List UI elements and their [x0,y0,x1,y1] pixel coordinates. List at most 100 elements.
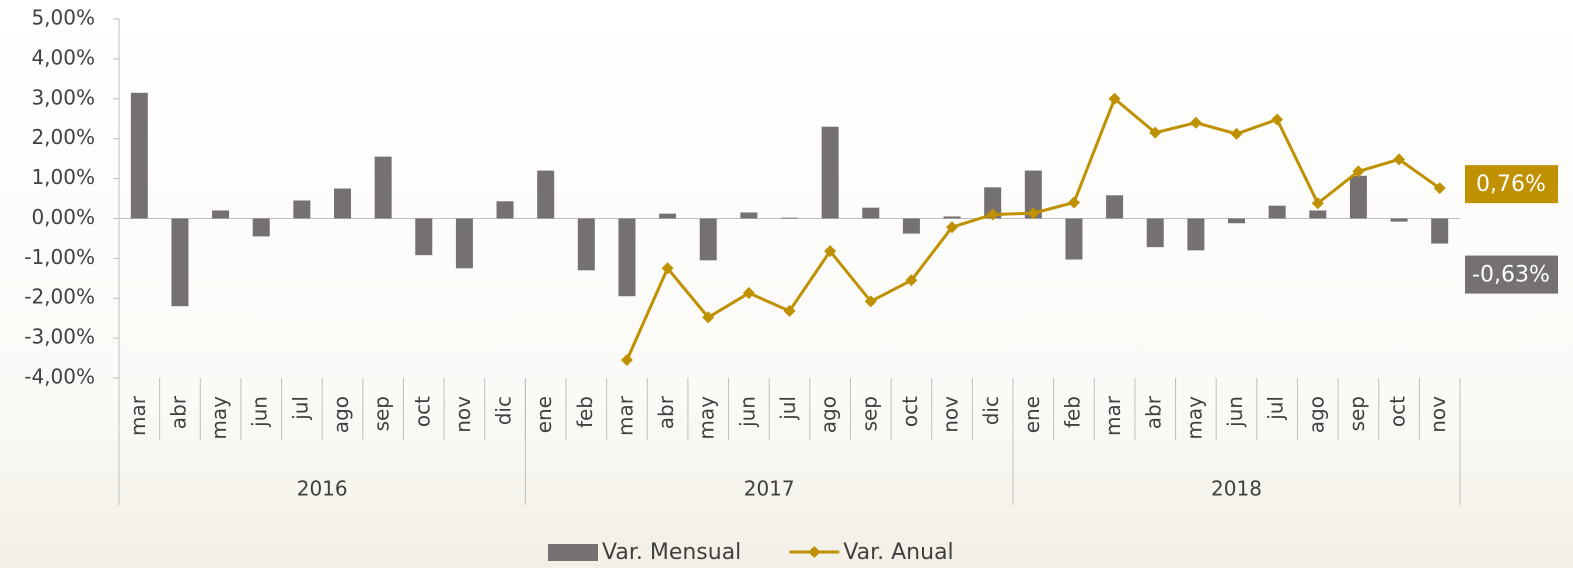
legend-label: Var. Mensual [602,540,741,565]
bar [1065,218,1083,260]
bar [984,187,1002,219]
x-tick-label: nov [451,396,475,433]
x-tick-label: ago [329,396,353,433]
marker [946,221,959,234]
bar [1431,218,1449,244]
value-label-box [1465,255,1558,294]
x-tick-label: oct [898,396,922,427]
bar [455,218,473,269]
x-tick-label: mar [613,395,637,436]
marker [620,354,633,367]
x-tick-label: may [207,396,231,440]
x-tick-label: abr [166,395,190,429]
x-tick-label: feb [1060,396,1084,428]
bar [577,218,595,271]
bar [781,217,798,219]
bar [1349,175,1367,219]
y-tick-label: 2,00% [31,125,95,149]
x-tick-label: jun [248,396,272,428]
bar [740,212,758,219]
marker [1027,207,1040,220]
bar [293,200,311,219]
x-tick-label: dic [979,396,1003,425]
bar [171,218,189,307]
marker [905,274,918,287]
bar [334,188,351,219]
bar [415,218,433,256]
group-label: 2017 [744,477,795,501]
x-tick-label: sep [1345,396,1369,431]
bar [1106,195,1124,219]
x-tick-label: sep [370,396,394,431]
legend-swatch [548,544,598,561]
x-tick-label: ene [1020,396,1044,433]
bar [1268,205,1286,219]
bar [374,156,392,219]
x-tick-label: abr [654,395,678,429]
bar [537,170,555,219]
x-tick-label: ago [1304,396,1328,433]
bar [1309,210,1327,219]
x-tick-label: oct [410,396,434,427]
x-tick-label: jul [776,396,800,421]
bar [1228,218,1245,224]
marker [1311,197,1324,210]
group-label: 2016 [297,477,348,501]
value-label: 0,76% [1476,172,1546,197]
bar [130,92,148,219]
x-tick-label: mar [126,395,150,436]
bar [1024,170,1042,219]
marker [864,295,877,308]
bar [659,213,677,219]
x-tick-label: oct [1386,396,1410,427]
x-tick-label: dic [492,396,516,425]
y-tick-label: 4,00% [31,45,95,69]
bar [1146,218,1164,248]
x-tick-label: jun [1223,396,1247,428]
x-tick-label: may [695,396,719,440]
value-label-box [1465,165,1558,204]
x-tick-label: ene [532,396,556,433]
marker [1271,113,1284,126]
x-tick-label: feb [573,396,597,428]
x-tick-label: sep [857,396,881,431]
marker [824,245,837,258]
y-tick-label: -4,00% [24,365,95,389]
bar [212,210,230,219]
legend-swatch [808,546,821,558]
marker [661,262,674,275]
bar [1187,218,1205,251]
marker [702,311,715,324]
line [625,96,1441,361]
marker [1108,92,1121,105]
x-tick-label: nov [1426,396,1450,433]
marker [1067,196,1080,209]
bar [862,207,880,219]
marker [742,287,755,300]
marker [1189,116,1202,129]
marker [1149,126,1162,139]
group-label: 2018 [1211,477,1262,501]
marker [1393,153,1406,166]
x-tick-label: ago [817,396,841,433]
bar [618,218,636,297]
marker [1230,127,1243,140]
bar [943,216,961,219]
y-tick-label: 5,00% [31,6,95,30]
y-tick-label: 1,00% [31,165,95,189]
marker [1433,182,1446,195]
y-tick-label: 3,00% [31,85,95,109]
x-tick-label: nov [939,396,963,433]
y-tick-label: -2,00% [24,285,95,309]
x-tick-label: jul [288,396,312,421]
x-tick-label: jul [1264,396,1288,421]
bar [821,126,839,219]
x-tick-label: may [1182,396,1206,440]
bar [699,218,717,261]
marker [1352,165,1365,178]
bar [252,218,270,237]
x-tick-label: jun [735,396,759,428]
y-tick-label: -1,00% [24,245,95,269]
marker [783,304,796,317]
